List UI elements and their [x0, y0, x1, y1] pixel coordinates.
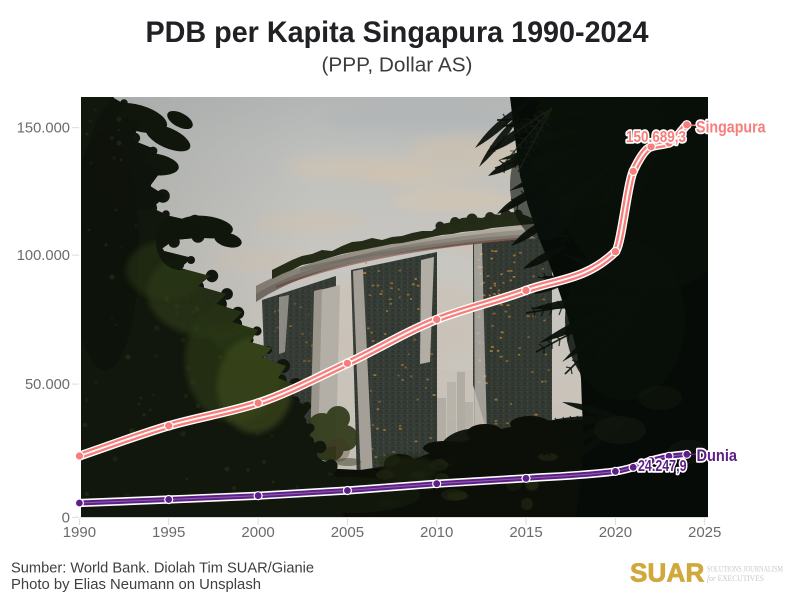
svg-text:150.689,3: 150.689,3: [626, 129, 686, 146]
svg-text:SOLUTIONS JOURNALISM: SOLUTIONS JOURNALISM: [707, 565, 784, 574]
svg-text:1990: 1990: [63, 524, 96, 541]
svg-text:Photo by Elias Neumann on Unsp: Photo by Elias Neumann on Unsplash: [11, 576, 261, 593]
svg-text:SUAR: SUAR: [630, 558, 704, 588]
svg-text:50.000: 50.000: [25, 376, 70, 393]
svg-text:Singapura: Singapura: [696, 118, 766, 137]
svg-text:2020: 2020: [599, 524, 632, 541]
svg-text:100.000: 100.000: [17, 247, 70, 264]
svg-text:PDB per Kapita Singapura 1990-: PDB per Kapita Singapura 1990-2024: [146, 16, 650, 49]
svg-text:0: 0: [62, 509, 70, 526]
svg-text:2010: 2010: [420, 524, 453, 541]
svg-text:150.000: 150.000: [17, 120, 70, 137]
svg-text:2000: 2000: [241, 524, 274, 541]
svg-text:2015: 2015: [509, 524, 542, 541]
svg-text:2005: 2005: [331, 524, 364, 541]
svg-text:(PPP, Dollar AS): (PPP, Dollar AS): [322, 54, 473, 77]
svg-text:for EXECUTIVES: for EXECUTIVES: [707, 574, 764, 583]
svg-text:24.247,9: 24.247,9: [638, 458, 687, 475]
svg-text:Sumber: World Bank. Diolah Tim: Sumber: World Bank. Diolah Tim SUAR/Gian…: [11, 560, 314, 577]
svg-text:1995: 1995: [152, 524, 185, 541]
svg-text:Dunia: Dunia: [697, 446, 738, 465]
svg-text:2025: 2025: [688, 524, 721, 541]
